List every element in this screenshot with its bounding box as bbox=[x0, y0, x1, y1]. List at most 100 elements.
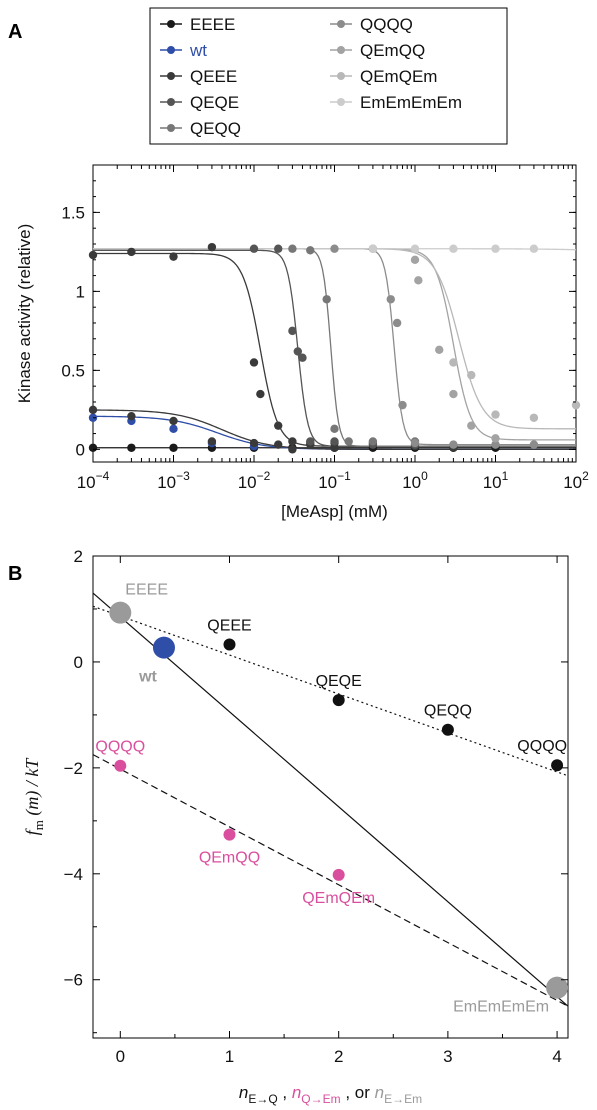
y-tick-label: 2 bbox=[74, 547, 83, 566]
legend-label: EEEE bbox=[190, 15, 235, 34]
panel-a-y-axis-title: Kinase activity (relative) bbox=[15, 224, 34, 404]
legend-item-qeqq: QEQQ bbox=[160, 119, 241, 138]
data-point-qeee bbox=[288, 445, 297, 454]
data-point-qeee bbox=[256, 389, 265, 399]
legend-swatch-marker bbox=[167, 72, 175, 80]
panel-a-letter: A bbox=[8, 21, 22, 43]
point-eeee bbox=[109, 601, 132, 624]
data-point-qeqe bbox=[298, 353, 307, 362]
x-tick-label: 10−2 bbox=[238, 469, 271, 492]
legend-item-qeee: QEEE bbox=[160, 67, 237, 86]
point-wt bbox=[152, 636, 175, 659]
panel-a-x-axis-title: [MeAsp] (mM) bbox=[281, 502, 388, 521]
legend-item-qemqem: QEmQEm bbox=[330, 67, 437, 86]
point-qemqq bbox=[223, 828, 236, 841]
point-qeqq bbox=[441, 723, 454, 736]
x-tick-label: 1 bbox=[225, 1047, 234, 1066]
panel-b-x-axis-title: nE→Q , nQ→Em , or nE→Em bbox=[239, 1083, 422, 1106]
panel-a-legend: EEEE wt QEEE QEQE QEQQ QQQQ QEmQQ QEmQEm EmEmEmE… bbox=[149, 7, 508, 145]
point-emememem bbox=[546, 976, 569, 999]
x-tick-label: 102 bbox=[563, 469, 589, 492]
data-point-qeee bbox=[88, 405, 98, 415]
point-label-eeee: EEEE bbox=[125, 582, 168, 599]
data-point-qeqe bbox=[249, 244, 259, 253]
point-label-qeqe: QEQE bbox=[316, 673, 362, 690]
y-axis-title-text: fm (m) / kT bbox=[22, 757, 46, 836]
fit-curve-qeqe bbox=[93, 249, 576, 447]
data-point-qeee bbox=[127, 411, 136, 421]
data-point-qemqem bbox=[571, 400, 581, 410]
legend-swatch-marker bbox=[337, 98, 345, 106]
legend-label: QEEE bbox=[190, 67, 237, 86]
panel-b-letter: B bbox=[8, 563, 22, 585]
data-point-qeqq bbox=[322, 295, 331, 304]
data-point-wt bbox=[169, 424, 178, 434]
data-point-qeqq bbox=[288, 244, 297, 253]
panel-b-plot-frame bbox=[92, 555, 569, 1039]
data-point-qeee bbox=[169, 416, 178, 426]
point-qqqq bbox=[114, 759, 127, 772]
x-tick-label: 101 bbox=[483, 469, 509, 492]
legend-swatch-marker bbox=[337, 72, 345, 80]
x-tick-label: 0 bbox=[116, 1047, 125, 1066]
y-tick-label: 1.5 bbox=[61, 203, 85, 222]
fit-curve-qemqq bbox=[93, 248, 576, 441]
x-axis-title-text: nE→Q , nQ→Em , or nE→Em bbox=[239, 1083, 422, 1106]
data-point-eeee bbox=[88, 443, 98, 452]
x-tick-label: 10−4 bbox=[77, 469, 110, 492]
point-label-wt: wt bbox=[138, 669, 157, 686]
panel-a-axes-box bbox=[92, 164, 577, 463]
point-qemqem bbox=[332, 868, 345, 881]
data-point-qeqq bbox=[306, 246, 315, 255]
data-point-emememem bbox=[410, 244, 420, 253]
data-point-qeqe bbox=[293, 347, 302, 356]
panel-a-plot-frame bbox=[92, 164, 577, 463]
y-tick-label: −4 bbox=[64, 865, 83, 884]
data-point-emememem bbox=[491, 244, 500, 253]
legend-item-emememem: EmEmEmEm bbox=[330, 93, 462, 112]
legend-swatch-marker bbox=[167, 98, 175, 106]
data-point-qemqem bbox=[491, 410, 500, 419]
panel-a-fit-curves bbox=[92, 248, 577, 451]
panel-a-ticks: 10−4 10−3 10−2 10−1 100 101 102 0 0.5 1 1.5 bbox=[61, 165, 589, 492]
data-point-qeee bbox=[288, 437, 297, 446]
legend-label: QQQQ bbox=[360, 15, 413, 34]
x-tick-label: 10−1 bbox=[318, 469, 351, 492]
point-label-qeee: QEEE bbox=[207, 617, 251, 634]
data-point-qqqq bbox=[410, 438, 420, 448]
data-point-qqqq bbox=[529, 440, 539, 449]
data-point-qeee bbox=[207, 437, 217, 446]
x-tick-label: 4 bbox=[552, 1047, 561, 1066]
panel-a-data-points bbox=[88, 242, 581, 454]
legend-item-wt: wt bbox=[160, 41, 207, 60]
point-label-emememem: EmEmEmEm bbox=[453, 999, 549, 1016]
x-tick-label: 3 bbox=[443, 1047, 452, 1066]
legend-label: wt bbox=[189, 41, 207, 60]
legend-item-qqqq: QQQQ bbox=[330, 15, 413, 34]
data-point-qeee bbox=[127, 247, 136, 257]
data-point-qeee bbox=[274, 440, 283, 449]
y-tick-label: 0 bbox=[74, 653, 83, 672]
data-point-qeee bbox=[207, 242, 217, 252]
data-point-qeee bbox=[249, 438, 259, 448]
legend-item-qeqe: QEQE bbox=[160, 93, 239, 112]
data-point-qeee bbox=[88, 250, 98, 260]
fit-curve-qeee-high bbox=[93, 252, 576, 447]
legend-item-eeee: EEEE bbox=[160, 15, 235, 34]
data-point-qemqq bbox=[467, 421, 476, 430]
point-label-qemqem: QEmQEm bbox=[302, 890, 375, 907]
data-point-qeqq bbox=[344, 437, 353, 446]
point-qeee bbox=[223, 638, 236, 651]
point-label-qqqq: QQQQ bbox=[95, 739, 145, 756]
legend-swatch-marker bbox=[337, 46, 345, 54]
data-point-qeee bbox=[169, 252, 178, 261]
panel-b-y-axis-title: fm (m) / kT bbox=[22, 757, 46, 836]
legend-box bbox=[149, 7, 508, 145]
fit-line-dashed bbox=[92, 754, 569, 1007]
point-qeqe bbox=[332, 694, 345, 707]
data-point-qeqq bbox=[368, 437, 378, 446]
legend-swatch-marker bbox=[167, 20, 175, 28]
data-point-qemqq bbox=[414, 276, 423, 285]
legend-label: QEQE bbox=[190, 93, 239, 112]
